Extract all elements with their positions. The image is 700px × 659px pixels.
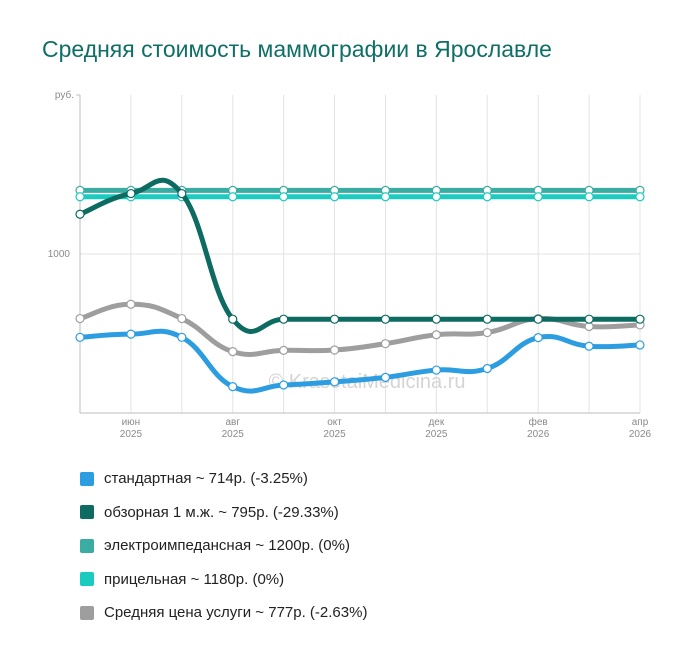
data-point: [482, 314, 492, 324]
x-tick-month: авг: [225, 417, 240, 428]
series-1: [75, 177, 645, 334]
data-point: [431, 192, 441, 202]
series-4: [75, 299, 645, 357]
line-chart: © KrasotaiMedicina.ru 1000руб.июн2025авг…: [48, 89, 652, 440]
x-tick-year: 2026: [527, 429, 550, 440]
data-point: [279, 192, 289, 202]
chart-title: Средняя стоимость маммографии в Ярославл…: [42, 36, 552, 62]
grid: [76, 94, 641, 414]
axis-labels: 1000руб.июн2025авг2025окт2025дек2025фев2…: [48, 89, 652, 440]
data-point: [329, 192, 340, 202]
legend-item[interactable]: стандартная ~ 714р. (-3.25%): [80, 462, 367, 496]
data-point: [75, 209, 85, 219]
data-point: [635, 340, 645, 350]
data-point: [584, 341, 594, 351]
series-0: [75, 328, 645, 394]
data-point: [635, 314, 645, 324]
legend-swatch: [80, 572, 94, 587]
data-point: [228, 192, 238, 202]
data-point: [279, 314, 289, 324]
data-point: [75, 313, 85, 324]
data-point: [482, 363, 492, 374]
data-point: [75, 332, 85, 342]
data-point: [126, 329, 136, 339]
data-point: [431, 330, 441, 340]
data-point: [380, 192, 391, 202]
x-tick-month: июн: [122, 417, 141, 428]
data-point: [380, 372, 391, 382]
x-tick-month: дек: [428, 417, 444, 428]
legend-label: обзорная 1 м.ж. ~ 795р. (-29.33%): [104, 503, 339, 521]
data-point: [177, 332, 187, 342]
x-tick-month: окт: [327, 417, 342, 428]
x-tick-year: 2025: [323, 429, 346, 440]
watermark: © KrasotaiMedicina.ru: [268, 371, 465, 393]
data-point: [584, 314, 594, 324]
data-point: [329, 345, 340, 355]
legend-label: электроимпедансная ~ 1200р. (0%): [104, 537, 350, 555]
legend: стандартная ~ 714р. (-3.25%) обзорная 1 м…: [80, 462, 367, 630]
data-point: [533, 192, 543, 202]
data-point: [584, 192, 594, 202]
legend-item[interactable]: прицельная ~ 1180р. (0%): [80, 563, 367, 597]
legend-swatch: [80, 471, 94, 486]
data-point: [635, 192, 645, 202]
data-point: [380, 314, 391, 324]
legend-swatch: [80, 505, 94, 520]
series-line: [77, 328, 643, 394]
data-point: [329, 377, 340, 387]
y-axis-label: руб.: [55, 89, 74, 101]
data-point: [482, 192, 492, 202]
data-point: [533, 333, 543, 343]
data-point: [228, 347, 238, 357]
data-point: [126, 299, 136, 309]
data-point: [533, 314, 543, 324]
y-tick-label: 1000: [48, 249, 71, 260]
x-tick-month: фев: [529, 416, 548, 428]
series-layer: [75, 177, 645, 394]
legend-item[interactable]: электроимпедансная ~ 1200р. (0%): [80, 529, 367, 563]
legend-label: стандартная ~ 714р. (-3.25%): [104, 470, 308, 488]
x-tick-year: 2025: [222, 429, 245, 440]
data-point: [431, 314, 441, 324]
x-tick-year: 2025: [120, 429, 143, 440]
legend-item[interactable]: обзорная 1 м.ж. ~ 795р. (-29.33%): [80, 496, 367, 530]
data-point: [228, 314, 238, 324]
data-point: [431, 365, 441, 375]
data-point: [279, 345, 289, 355]
data-point: [177, 188, 187, 199]
x-tick-year: 2025: [425, 429, 448, 440]
data-point: [75, 192, 85, 202]
x-tick-year: 2026: [629, 429, 652, 440]
legend-label: Средняя цена услуги ~ 777р. (-2.63%): [104, 604, 368, 622]
series-2: [75, 185, 645, 195]
data-point: [279, 380, 289, 390]
data-point: [177, 313, 187, 324]
data-point: [380, 339, 391, 349]
legend-swatch: [80, 538, 94, 553]
data-point: [126, 188, 136, 199]
data-point: [228, 382, 238, 392]
legend-swatch: [80, 605, 94, 620]
legend-item[interactable]: Средняя цена услуги ~ 777р. (-2.63%): [80, 596, 367, 630]
x-tick-month: апр: [632, 417, 649, 428]
legend-label: прицельная ~ 1180р. (0%): [104, 570, 285, 588]
series-3: [75, 192, 645, 202]
data-point: [329, 314, 340, 324]
data-point: [482, 327, 492, 338]
